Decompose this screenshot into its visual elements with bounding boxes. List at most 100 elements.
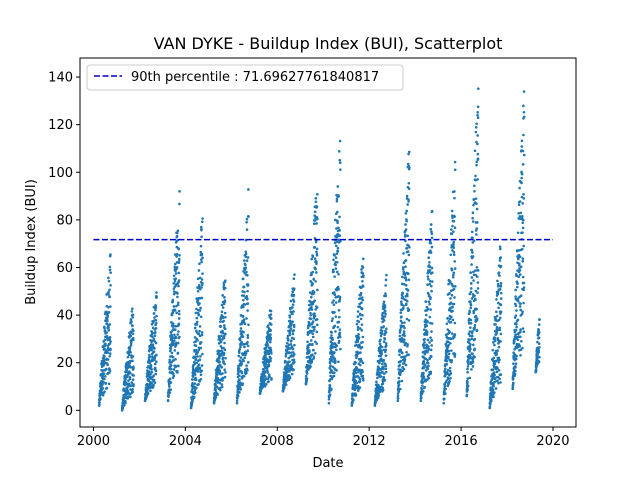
- data-point: [492, 356, 496, 360]
- data-point: [200, 331, 204, 334]
- data-point: [422, 344, 426, 347]
- data-point: [361, 370, 364, 374]
- data-point: [396, 392, 400, 395]
- data-point: [129, 371, 132, 375]
- data-point: [361, 298, 364, 302]
- data-point: [311, 353, 314, 357]
- data-point: [155, 314, 158, 318]
- data-point: [292, 323, 296, 327]
- data-point: [222, 336, 226, 340]
- data-point: [499, 297, 503, 300]
- data-point: [176, 295, 179, 299]
- data-point: [427, 256, 431, 260]
- data-point: [312, 222, 316, 226]
- data-point: [198, 276, 202, 280]
- data-point: [173, 308, 177, 312]
- data-point: [492, 384, 495, 388]
- data-point: [306, 326, 310, 330]
- data-point: [471, 365, 475, 368]
- data-point: [471, 255, 475, 258]
- data-point: [292, 277, 296, 281]
- data-point: [383, 315, 387, 318]
- data-point: [358, 386, 362, 389]
- data-point: [242, 285, 246, 289]
- data-point: [498, 274, 501, 277]
- data-point: [147, 358, 151, 362]
- data-point: [245, 228, 249, 231]
- data-point: [338, 228, 341, 232]
- data-point: [429, 348, 433, 352]
- data-point: [429, 336, 432, 339]
- data-point: [449, 337, 453, 341]
- data-point: [315, 250, 318, 254]
- data-point: [405, 194, 409, 198]
- data-point: [469, 347, 472, 351]
- data-point: [426, 338, 430, 342]
- x-axis-ticks: 2000 2004 2008 2012 2016 2020: [77, 427, 570, 449]
- data-point: [218, 388, 222, 392]
- data-point: [311, 332, 314, 335]
- data-point: [311, 255, 315, 258]
- data-point: [465, 393, 469, 397]
- data-point: [262, 376, 265, 379]
- data-point: [384, 278, 388, 282]
- data-point: [265, 352, 268, 356]
- data-point: [447, 340, 450, 344]
- data-point: [402, 306, 405, 310]
- data-point: [267, 380, 270, 383]
- data-point: [442, 401, 446, 405]
- data-point: [516, 285, 519, 289]
- data-point: [361, 271, 364, 275]
- data-point: [400, 379, 404, 383]
- data-point: [354, 343, 358, 347]
- data-point: [131, 338, 135, 342]
- data-point: [498, 358, 501, 362]
- data-point: [241, 314, 245, 318]
- data-point: [109, 271, 112, 274]
- data-point: [382, 319, 386, 322]
- data-point: [453, 226, 457, 229]
- data-point: [357, 333, 360, 336]
- data-point: [267, 373, 271, 376]
- data-point: [107, 305, 110, 309]
- data-point: [329, 364, 332, 368]
- data-point: [466, 367, 469, 371]
- data-point: [428, 282, 432, 286]
- data-point: [198, 358, 202, 362]
- data-point: [240, 340, 243, 344]
- data-point: [406, 343, 409, 346]
- data-point: [108, 295, 111, 299]
- data-point: [426, 359, 429, 362]
- data-point: [407, 272, 410, 276]
- data-point: [521, 163, 525, 166]
- data-point: [264, 383, 268, 386]
- data-point: [168, 358, 172, 362]
- data-point: [426, 275, 430, 278]
- data-point: [196, 299, 200, 302]
- data-point: [379, 338, 382, 342]
- data-point: [360, 301, 363, 305]
- data-point: [196, 351, 200, 354]
- data-point: [476, 221, 479, 224]
- data-point: [477, 87, 480, 90]
- data-point: [452, 273, 455, 277]
- data-point: [172, 305, 176, 308]
- data-point: [174, 277, 178, 280]
- data-point: [268, 340, 272, 344]
- data-point: [223, 286, 227, 290]
- data-point: [381, 382, 385, 385]
- data-point: [497, 345, 501, 349]
- data-point: [242, 330, 245, 334]
- data-point: [219, 344, 223, 348]
- data-point: [385, 273, 388, 277]
- data-point: [451, 284, 455, 288]
- data-point: [407, 308, 411, 312]
- data-point: [292, 337, 296, 340]
- data-point: [331, 357, 335, 361]
- data-point: [242, 270, 245, 273]
- data-point: [498, 288, 502, 291]
- data-point: [424, 313, 428, 317]
- data-point: [496, 290, 500, 294]
- data-point: [498, 259, 502, 262]
- data-point: [496, 349, 499, 352]
